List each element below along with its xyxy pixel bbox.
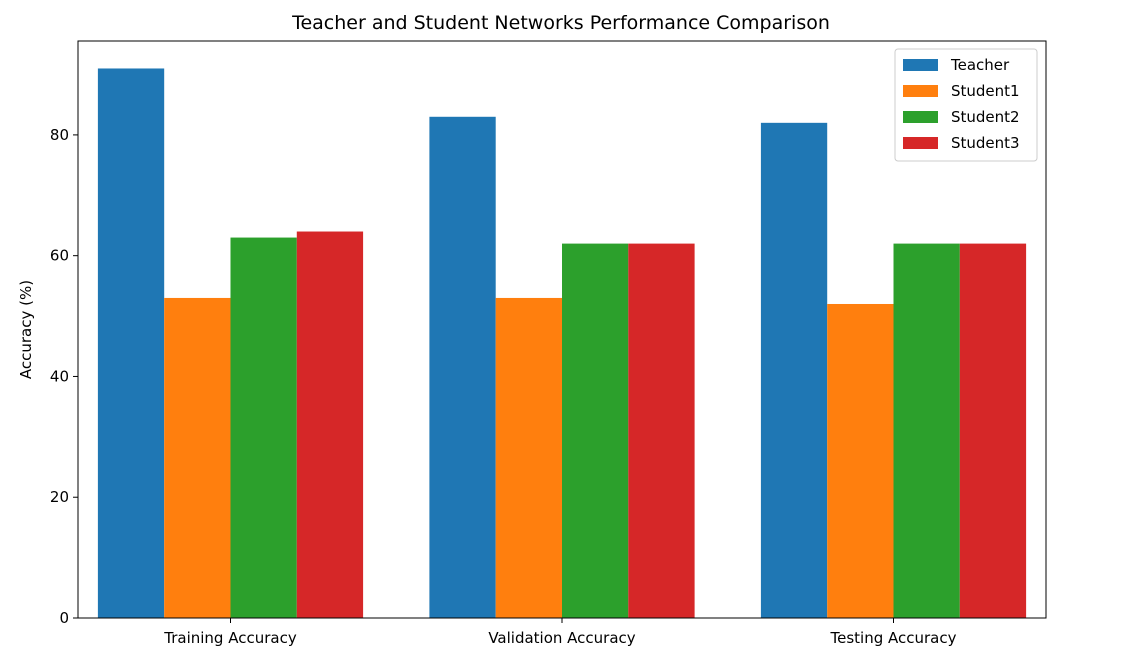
bar-teacher-1 xyxy=(429,116,496,618)
legend-swatch-teacher xyxy=(903,59,938,71)
x-tick-label: Validation Accuracy xyxy=(488,629,635,647)
legend-swatch-student3 xyxy=(903,137,938,149)
y-tick-label: 0 xyxy=(59,609,69,627)
y-tick-label: 20 xyxy=(50,488,69,506)
bar-student3-0 xyxy=(296,231,364,618)
x-tick-label: Training Accuracy xyxy=(163,629,297,647)
x-tick-label: Testing Accuracy xyxy=(830,629,957,647)
legend-label-teacher: Teacher xyxy=(950,56,1010,74)
bar-student3-2 xyxy=(959,243,1027,618)
bar-student2-1 xyxy=(562,243,629,618)
bar-student2-2 xyxy=(893,243,960,618)
legend-label-student2: Student2 xyxy=(951,108,1020,126)
bars-group xyxy=(97,68,1027,619)
bar-teacher-0 xyxy=(97,68,165,618)
y-tick-label: 60 xyxy=(50,247,69,265)
bar-student3-1 xyxy=(628,243,695,618)
y-tick-label: 40 xyxy=(50,367,69,385)
legend: Teacher Student1 Student2 Student3 xyxy=(894,48,1038,162)
bar-student1-1 xyxy=(495,297,562,618)
bar-student2-0 xyxy=(230,237,297,619)
legend-box xyxy=(894,48,1038,162)
legend-swatch-student1 xyxy=(903,85,938,97)
y-tick-label: 80 xyxy=(50,126,69,144)
x-axis: Training Accuracy Validation Accuracy Test… xyxy=(163,618,957,647)
y-axis-label: Accuracy (%) xyxy=(17,280,35,379)
legend-label-student1: Student1 xyxy=(951,82,1020,100)
chart-title: Teacher and Student Networks Performance… xyxy=(291,12,830,34)
plot-area: 0 20 40 60 80 Training Accuracy Validation Ac… xyxy=(50,40,1047,647)
bar-teacher-2 xyxy=(760,122,828,618)
legend-label-student3: Student3 xyxy=(951,134,1020,152)
legend-swatch-student2 xyxy=(903,111,938,123)
y-axis: 0 20 40 60 80 xyxy=(50,126,78,627)
bar-student1-0 xyxy=(164,297,231,618)
bar-student1-2 xyxy=(827,303,894,618)
